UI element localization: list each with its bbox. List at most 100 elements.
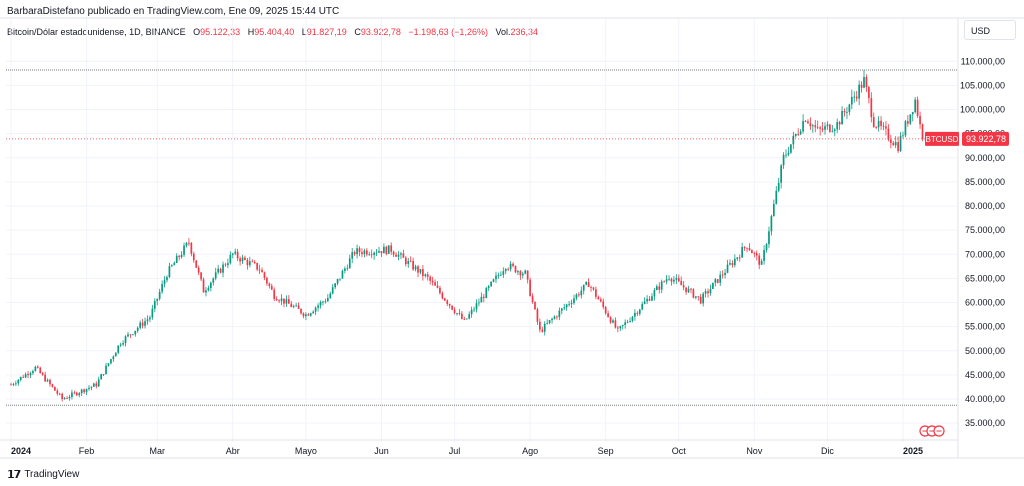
candle-body[interactable] — [88, 387, 90, 389]
candle-body[interactable] — [894, 142, 897, 146]
candle-body[interactable] — [446, 300, 449, 304]
candle-body[interactable] — [643, 301, 646, 304]
candle-body[interactable] — [478, 302, 480, 304]
candle-body[interactable] — [19, 376, 22, 380]
candle-body[interactable] — [868, 87, 870, 99]
candle-body[interactable] — [400, 253, 402, 255]
candle-body[interactable] — [370, 254, 373, 256]
candle-body[interactable] — [772, 203, 775, 217]
candle-body[interactable] — [668, 278, 670, 280]
candle-body[interactable] — [41, 373, 44, 375]
candle-body[interactable] — [517, 271, 519, 273]
candle-body[interactable] — [214, 272, 217, 279]
candle-body[interactable] — [694, 296, 697, 298]
candle-body[interactable] — [144, 321, 146, 326]
candle-body[interactable] — [777, 182, 780, 191]
candle-body[interactable] — [319, 302, 322, 306]
candle-body[interactable] — [173, 262, 176, 266]
candle-body[interactable] — [590, 286, 592, 288]
candle-body[interactable] — [231, 253, 234, 255]
candle-body[interactable] — [790, 144, 792, 153]
candle-body[interactable] — [285, 299, 288, 304]
candle-body[interactable] — [390, 245, 393, 252]
candle-body[interactable] — [287, 299, 290, 304]
candle-body[interactable] — [134, 330, 137, 335]
candle-body[interactable] — [782, 154, 785, 166]
candle-body[interactable] — [448, 303, 451, 306]
candle-body[interactable] — [180, 254, 183, 258]
candle-body[interactable] — [192, 253, 195, 261]
candle-body[interactable] — [24, 374, 27, 378]
candle-body[interactable] — [692, 289, 695, 298]
candle-body[interactable] — [770, 216, 773, 232]
candle-body[interactable] — [307, 314, 310, 316]
candle-body[interactable] — [902, 135, 904, 137]
candle-body[interactable] — [419, 269, 422, 273]
candle-body[interactable] — [480, 296, 483, 303]
candle-body[interactable] — [738, 257, 741, 259]
candle-body[interactable] — [690, 288, 692, 290]
candle-body[interactable] — [49, 379, 51, 385]
candle-body[interactable] — [836, 122, 839, 130]
candle-body[interactable] — [431, 280, 434, 283]
candle-body[interactable] — [655, 286, 658, 291]
candle-body[interactable] — [336, 279, 339, 284]
candle-body[interactable] — [497, 275, 500, 276]
candle-body[interactable] — [378, 251, 380, 253]
candle-body[interactable] — [402, 253, 405, 258]
candle-body[interactable] — [487, 286, 490, 289]
candle-body[interactable] — [102, 374, 105, 375]
candle-body[interactable] — [139, 322, 142, 328]
candle-body[interactable] — [358, 248, 361, 253]
candle-body[interactable] — [887, 128, 890, 140]
candle-body[interactable] — [504, 268, 507, 272]
candle-body[interactable] — [456, 313, 458, 314]
candle-body[interactable] — [461, 313, 463, 319]
candle-body[interactable] — [468, 314, 471, 319]
candle-body[interactable] — [261, 269, 263, 273]
candle-body[interactable] — [117, 345, 120, 353]
candle-body[interactable] — [132, 334, 134, 336]
candle-body[interactable] — [914, 99, 917, 113]
candle-body[interactable] — [760, 260, 763, 265]
candle-body[interactable] — [397, 254, 400, 257]
candle-body[interactable] — [648, 298, 651, 301]
candle-body[interactable] — [677, 278, 680, 282]
candle-body[interactable] — [899, 136, 902, 152]
candle-body[interactable] — [519, 271, 522, 276]
candle-body[interactable] — [351, 252, 354, 259]
candle-body[interactable] — [234, 251, 237, 254]
candle-body[interactable] — [634, 312, 636, 317]
candle-body[interactable] — [383, 246, 385, 254]
candle-body[interactable] — [709, 288, 712, 294]
candle-body[interactable] — [889, 139, 892, 143]
candle-body[interactable] — [346, 268, 349, 270]
candle-body[interactable] — [855, 96, 858, 99]
candle-body[interactable] — [660, 281, 663, 290]
candle-body[interactable] — [575, 294, 578, 299]
candle-body[interactable] — [329, 293, 332, 298]
candle-body[interactable] — [490, 281, 492, 287]
candle-body[interactable] — [568, 304, 570, 305]
candle-body[interactable] — [897, 142, 899, 152]
candle-body[interactable] — [283, 298, 285, 304]
candle-body[interactable] — [872, 117, 875, 128]
candle-body[interactable] — [599, 299, 602, 302]
candle-body[interactable] — [341, 270, 344, 279]
candle-body[interactable] — [368, 254, 371, 256]
candle-body[interactable] — [529, 279, 531, 297]
candle-body[interactable] — [44, 374, 46, 382]
candle-body[interactable] — [707, 291, 709, 294]
candle-body[interactable] — [141, 322, 144, 326]
candle-body[interactable] — [97, 379, 100, 387]
candle-body[interactable] — [829, 124, 831, 132]
candle-body[interactable] — [439, 287, 441, 294]
candle-body[interactable] — [746, 247, 748, 249]
candle-body[interactable] — [326, 297, 329, 302]
candle-body[interactable] — [573, 298, 575, 304]
candle-body[interactable] — [78, 393, 81, 396]
candle-body[interactable] — [716, 279, 719, 283]
candle-body[interactable] — [300, 308, 302, 314]
candle-body[interactable] — [712, 282, 714, 289]
candle-body[interactable] — [768, 231, 770, 245]
